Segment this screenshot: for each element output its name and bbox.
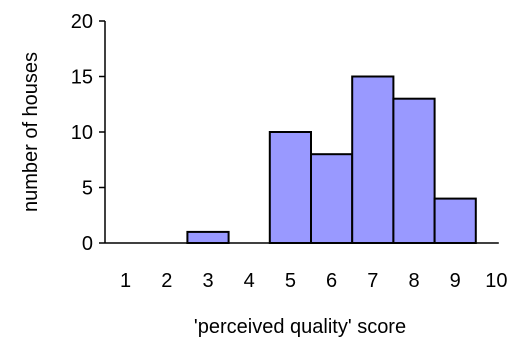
y-tick-label: 10 [71,122,93,144]
y-axis-label: number of houses [20,52,42,212]
x-tick-label: 10 [485,270,507,292]
y-tick-label: 5 [82,178,93,200]
y-tick-label: 0 [82,233,93,255]
bar-9 [433,197,477,245]
bar-3 [186,230,230,244]
y-tick-labels: 0 5 10 15 20 [71,11,93,255]
bar-6 [310,153,354,244]
y-tick-label: 20 [71,11,93,33]
x-tick-label: 3 [202,270,213,292]
x-tick-label: 7 [367,270,378,292]
x-tick-label: 4 [244,270,255,292]
x-axis-label: 'perceived quality' score [194,316,406,338]
x-tick-label: 8 [408,270,419,292]
bars-group [186,75,477,245]
x-tick-label: 2 [161,270,172,292]
y-tick-label: 15 [71,67,93,89]
x-tick-label: 6 [326,270,337,292]
axes-group [99,20,499,244]
x-tick-label: 1 [120,270,131,292]
bar-5 [268,131,312,244]
bar-8 [392,97,436,244]
x-tick-label: 9 [450,270,461,292]
x-tick-label: 5 [285,270,296,292]
x-tick-labels: 1 2 3 4 5 6 7 8 9 10 [120,270,507,292]
bar-7 [351,75,395,244]
